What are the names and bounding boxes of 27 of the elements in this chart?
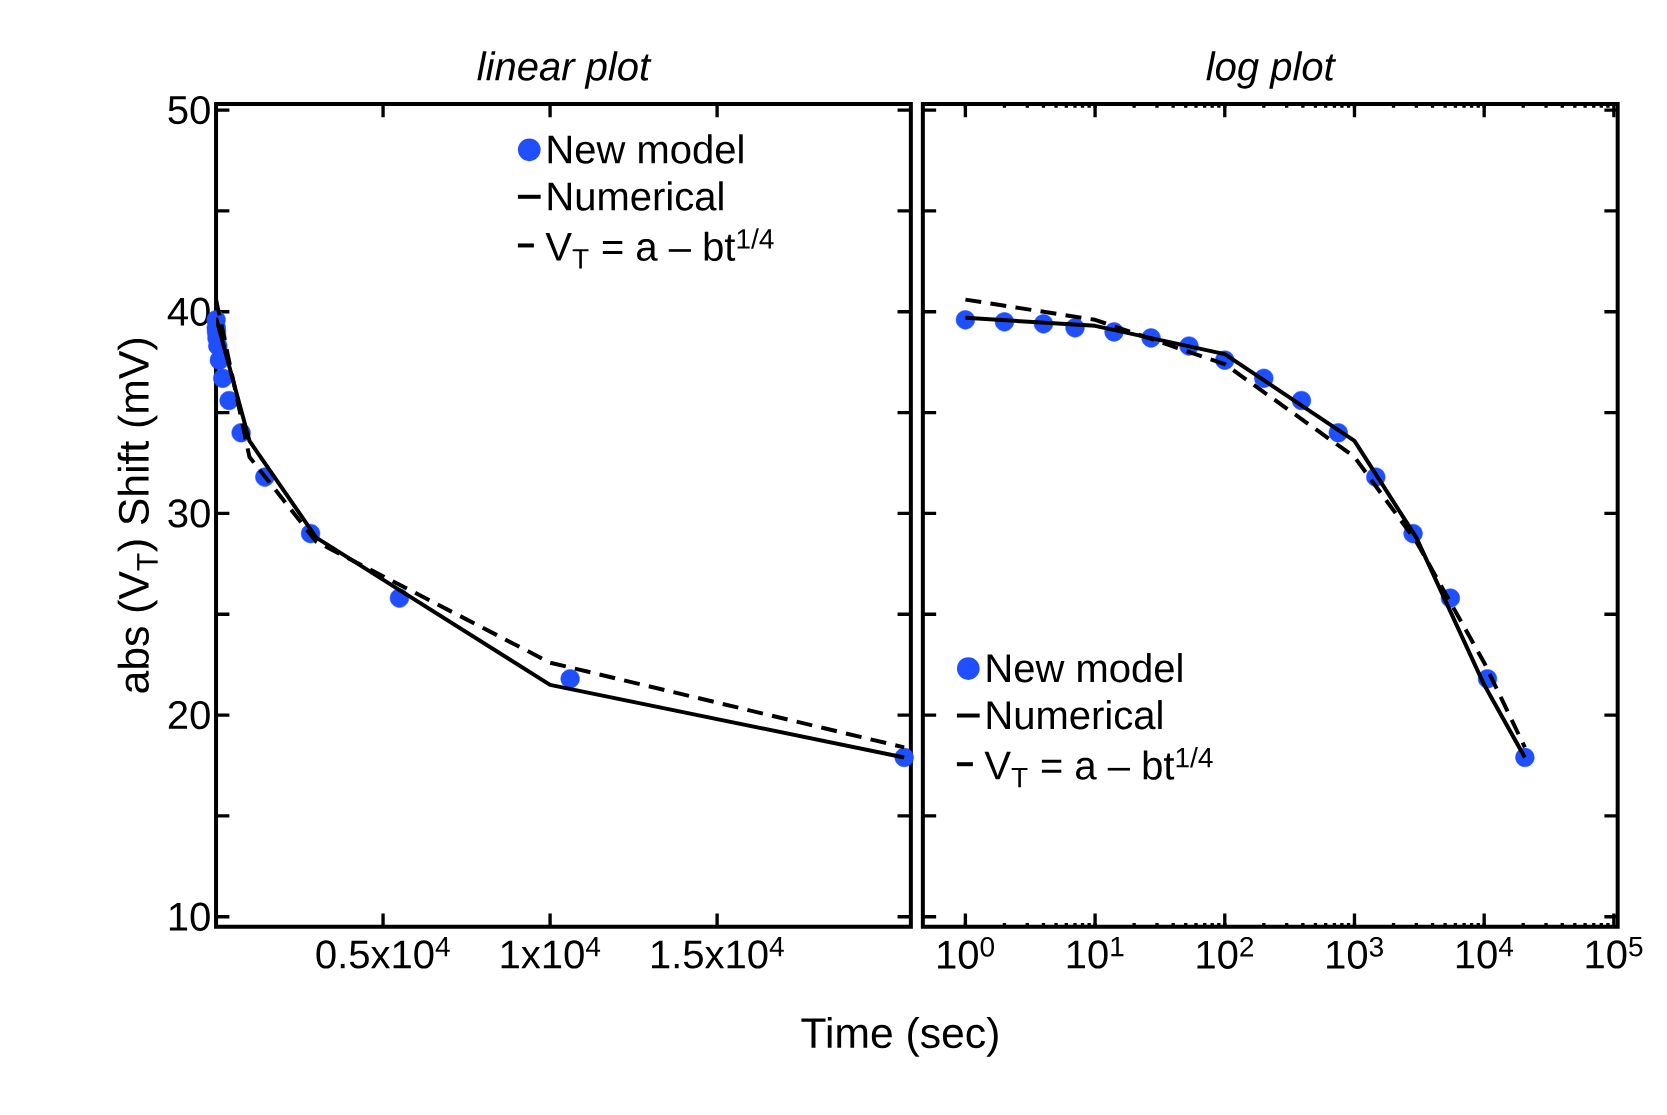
point	[219, 390, 239, 411]
y-tick-label: 50	[168, 95, 210, 125]
x-tick-label: 10$^{3}$	[1327, 936, 1383, 969]
x-tick-label: 1x10$^{4}$	[501, 936, 601, 969]
legend-label: V$_{T}$ = a – bt$^{1/4}$	[545, 228, 774, 269]
chart-title: linear plot	[477, 51, 652, 89]
y-tick-label: 30	[168, 499, 210, 528]
x-tick-label: 10$^{5}$	[1586, 936, 1643, 969]
legend-label: V$_{T}$ = a – bt$^{1/4}$	[984, 747, 1213, 788]
legend-label: Numerical	[987, 700, 1162, 730]
x-tick-label: 10$^{2}$	[1197, 936, 1254, 969]
y-axis-title: abs (V$_{T}$) Shift (mV)	[117, 339, 158, 693]
legend-label: Numerical	[548, 181, 723, 211]
y-tick-label: 40	[167, 297, 210, 326]
x-tick-label: 10$^{1}$	[1067, 936, 1124, 969]
point	[213, 368, 233, 388]
x-axis-title: Time (sec)	[801, 1016, 998, 1057]
point	[560, 669, 580, 689]
legend-label: New model	[987, 653, 1182, 683]
y-tick-label: 10	[169, 902, 210, 931]
y-tick-label: 20	[168, 700, 210, 730]
x-tick-label: 1.5x10$^{4}$	[651, 936, 784, 969]
x-tick-label: 0.5x10$^{4}$	[316, 936, 450, 969]
x-tick-label: 10$^{0}$	[938, 936, 994, 969]
legend-label: New model	[548, 134, 743, 164]
x-tick-label: 10$^{4}$	[1456, 936, 1514, 969]
chart-title: log plot	[1206, 51, 1337, 89]
